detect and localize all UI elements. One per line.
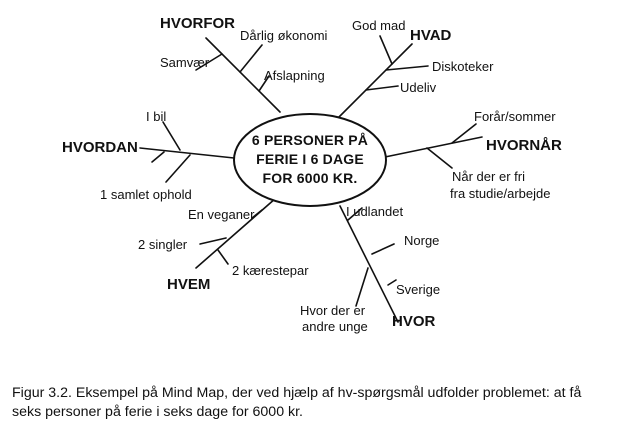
heading-hvordan: HVORDAN [62, 139, 138, 156]
branch-hvordan-main [139, 147, 235, 159]
branch-hvornaar-main [384, 136, 483, 158]
branch-afslapning [258, 75, 270, 92]
label-1-samlet-ophold: 1 samlet ophold [100, 187, 192, 202]
branch-andre-unge [355, 267, 369, 307]
label-foraar-sommer: Forår/sommer [474, 109, 556, 124]
center-ellipse [233, 113, 387, 207]
branch-hvad-main [337, 43, 413, 119]
label-afslapning: Afslapning [264, 68, 325, 83]
branch-sverige [387, 279, 397, 286]
branch-god-mad [379, 35, 393, 65]
heading-hvorfor: HVORFOR [160, 15, 235, 32]
branch-foraar-sommer [451, 123, 477, 144]
label-hvor-der-er: Hvor der er [300, 303, 366, 318]
label-sverige: Sverige [396, 282, 440, 297]
branch-norge [371, 243, 395, 255]
branch-1-samlet-ophold [165, 154, 191, 183]
branch-i-udlandet [347, 207, 363, 221]
heading-hvem: HVEM [167, 276, 210, 293]
branch-i-bil [162, 121, 181, 151]
branch-2-singler [199, 237, 227, 245]
label-andre-unge: andre unge [302, 319, 368, 334]
heading-hvornaar: HVORNÅR [486, 137, 562, 154]
label-god-mad: God mad [352, 18, 405, 33]
branch-lines [139, 35, 483, 323]
mind-map: 6 PERSONER PÅ FERIE I 6 DAGE FOR 6000 KR… [62, 15, 562, 334]
label-samvaer: Samvær [160, 55, 210, 70]
label-naar-der-er-fri: Når der er fri [452, 169, 525, 184]
center-line-2: FERIE I 6 DAGE [256, 151, 364, 167]
branch-samvaer [195, 53, 223, 71]
branch-hvordan-tick [151, 151, 165, 163]
branch-daarlig-oekonomi [239, 44, 263, 73]
label-diskoteker: Diskoteker [432, 59, 494, 74]
heading-hvad: HVAD [410, 27, 452, 44]
center-line-1: 6 PERSONER PÅ [252, 132, 368, 148]
center-line-3: FOR 6000 KR. [263, 170, 358, 186]
branch-diskoteker [385, 65, 429, 71]
label-norge: Norge [404, 233, 439, 248]
label-i-udlandet: I udlandet [346, 204, 403, 219]
branch-en-veganer [251, 209, 263, 219]
label-en-veganer: En veganer [188, 207, 255, 222]
label-2-singler: 2 singler [138, 237, 188, 252]
label-fra-studie-arbejde: fra studie/arbejde [450, 186, 550, 201]
label-i-bil: I bil [146, 109, 166, 124]
branch-hvorfor-main [205, 37, 281, 113]
label-daarlig-oekonomi: Dårlig økonomi [240, 28, 328, 43]
label-udeliv: Udeliv [400, 80, 437, 95]
figure-caption: Figur 3.2. Eksempel på Mind Map, der ved… [12, 385, 582, 420]
branch-hvor-main [339, 205, 399, 323]
label-2-kaerestepar: 2 kærestepar [232, 263, 309, 278]
branch-udeliv [365, 85, 399, 91]
branch-2-kaerestepar [217, 249, 229, 265]
heading-hvor: HVOR [392, 313, 436, 330]
branch-naar-der-er-fri [426, 147, 453, 169]
